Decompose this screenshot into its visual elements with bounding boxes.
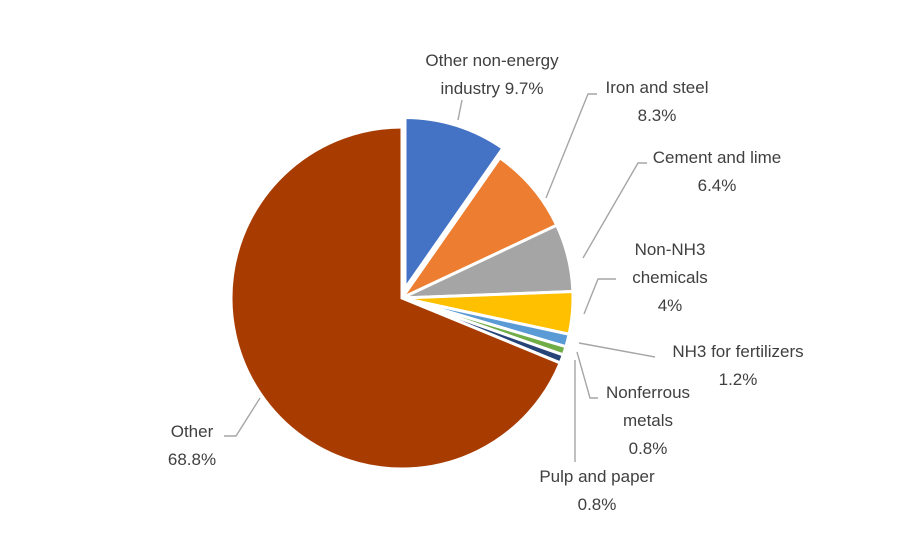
data-label-line: Iron and steel — [605, 78, 708, 97]
leader-line — [457, 99, 463, 121]
data-label-line: Nonferrous — [606, 383, 690, 402]
data-label-line: 1.2% — [719, 370, 758, 389]
data-label: NH3 for fertilizers 1.2% — [672, 342, 803, 389]
leader-line — [578, 342, 656, 358]
data-label-line: 68.8% — [168, 450, 216, 469]
data-label: Iron and steel 8.3% — [605, 78, 708, 125]
label-leader-lines — [224, 93, 656, 462]
leader-line — [576, 351, 598, 399]
leader-line — [545, 93, 597, 199]
data-labels: Other non-energy industry 9.7% Iron and st… — [168, 51, 804, 514]
data-label-line: 0.8% — [578, 495, 617, 514]
leader-line — [582, 162, 647, 259]
data-label-line: Cement and lime — [653, 148, 782, 167]
data-label-line: 0.8% — [629, 439, 668, 458]
data-label-line: 8.3% — [638, 106, 677, 125]
data-label: Nonferrous metals 0.8% — [606, 383, 690, 458]
data-label-line: metals — [623, 411, 673, 430]
data-label-line: 6.4% — [698, 176, 737, 195]
leader-line — [583, 278, 616, 315]
data-label-line: industry 9.7% — [441, 79, 544, 98]
pie-slice-other-non-energy-industry — [403, 115, 505, 294]
data-label: Other 68.8% — [168, 422, 216, 469]
data-label-line: NH3 for fertilizers — [672, 342, 803, 361]
data-label-line: Pulp and paper — [539, 467, 655, 486]
data-label: Cement and lime 6.4% — [653, 148, 782, 195]
pie-slices — [229, 115, 575, 471]
pie-slice-other — [229, 125, 563, 471]
data-label-line: Non-NH3 — [635, 240, 706, 259]
pie-slice-iron-and-steel — [397, 155, 559, 302]
data-label-line: Other non-energy — [425, 51, 559, 70]
data-label: Non-NH3 chemicals 4% — [632, 240, 708, 315]
data-label-line: Other — [171, 422, 214, 441]
data-label: Pulp and paper 0.8% — [539, 467, 655, 514]
data-label: Other non-energy industry 9.7% — [425, 51, 559, 98]
data-label-line: 4% — [658, 296, 683, 315]
leader-line — [224, 397, 261, 437]
data-label-line: chemicals — [632, 268, 708, 287]
